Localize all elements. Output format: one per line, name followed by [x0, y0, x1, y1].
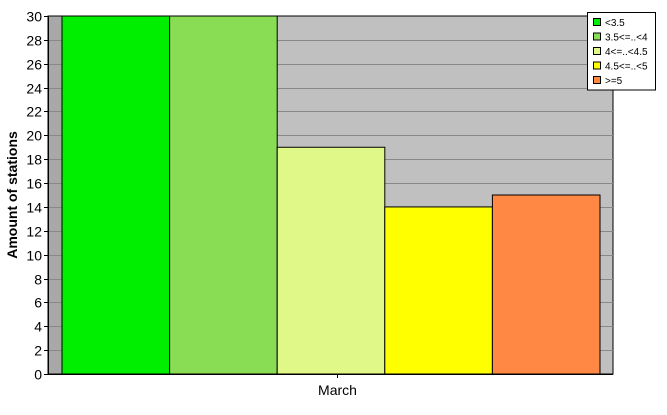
y-tick-label: 4	[34, 319, 42, 335]
y-tick-label: 10	[26, 248, 42, 264]
legend: <3.5 3.5<=..<4 4<=..<4.5 4.5<=..<5 >=5	[587, 12, 656, 91]
y-tick-label: 22	[26, 104, 42, 120]
legend-swatch	[593, 76, 601, 84]
y-tick-label: 20	[26, 128, 42, 144]
legend-swatch	[593, 61, 601, 70]
legend-label: 3.5<=..<4	[605, 33, 648, 44]
plot-side-wall	[47, 15, 63, 375]
legend-label: <3.5	[605, 18, 625, 29]
legend-label: 4.5<=..<5	[605, 62, 648, 73]
y-tick-label: 26	[26, 57, 42, 73]
y-axis-title: Amount of stations	[4, 131, 20, 259]
bar-2	[169, 15, 278, 375]
legend-swatch	[593, 18, 601, 26]
y-tick-label: 6	[34, 295, 42, 311]
y-tick-label: 28	[26, 33, 42, 49]
legend-label: 4<=..<4.5	[605, 47, 648, 58]
bar-1	[61, 15, 171, 375]
y-tick-label: 18	[26, 152, 42, 168]
y-tick-label: 24	[26, 81, 42, 97]
x-tick-label: March	[318, 382, 357, 398]
legend-swatch	[593, 47, 601, 55]
bar-3	[276, 146, 386, 375]
bars	[61, 15, 601, 375]
bar-5	[491, 194, 601, 375]
legend-label: >=5	[605, 76, 623, 87]
bar-4	[384, 206, 493, 375]
y-tick-label: 12	[26, 224, 42, 240]
y-tick-label: 30	[26, 9, 42, 25]
y-tick-label: 8	[34, 272, 42, 288]
y-tick-label: 16	[26, 176, 42, 192]
y-tick-label: 14	[26, 200, 42, 216]
y-tick-label: 2	[34, 343, 42, 359]
y-tick-label: 0	[34, 367, 42, 383]
legend-swatch	[593, 32, 601, 41]
